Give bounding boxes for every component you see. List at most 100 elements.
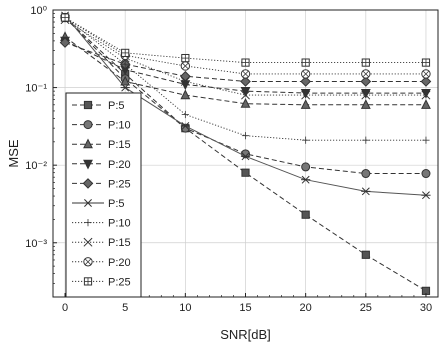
data-point — [361, 169, 371, 179]
data-point — [361, 69, 371, 79]
data-point — [361, 250, 370, 259]
legend-entry: P:25 — [72, 276, 131, 288]
x-tick-label: 0 — [62, 302, 68, 314]
data-point — [181, 53, 190, 63]
data-point — [240, 69, 251, 79]
data-point — [181, 110, 189, 119]
legend-label: P:5 — [108, 100, 125, 112]
data-point — [241, 90, 250, 100]
data-point — [361, 187, 371, 196]
x-tick-label: 25 — [360, 302, 372, 314]
data-point — [362, 136, 370, 144]
y-tick-label: 10⁻¹ — [25, 83, 47, 95]
x-axis-title: SNR[dB] — [220, 327, 271, 342]
data-point — [421, 88, 431, 99]
legend-entry: P:10 — [72, 120, 131, 132]
data-point — [300, 76, 311, 87]
legend-marker — [83, 257, 93, 267]
series-6 — [61, 13, 430, 144]
data-point — [302, 136, 310, 144]
data-point — [241, 58, 250, 67]
data-point — [301, 175, 311, 184]
legend-marker — [83, 199, 93, 207]
data-point — [59, 37, 71, 48]
x-tick-label: 15 — [239, 302, 251, 314]
legend-entry: P:10 — [72, 218, 131, 230]
data-point — [240, 76, 251, 87]
data-point — [421, 90, 431, 100]
y-tick-label: 10⁻² — [25, 160, 47, 172]
y-tick-label: 10⁰ — [30, 5, 47, 17]
data-point — [300, 69, 311, 79]
data-point — [301, 90, 311, 100]
legend-entry: P:15 — [72, 138, 131, 151]
data-point — [180, 122, 190, 130]
series-9 — [60, 13, 431, 67]
data-point — [301, 162, 311, 172]
data-point — [421, 99, 431, 109]
legend-label: P:20 — [108, 257, 131, 269]
legend-label: P:15 — [108, 237, 131, 249]
legend: P:5 P:10 P:15 P:20 P:25 P:5 P:10 P:15 P:20 P:25 — [65, 92, 142, 298]
data-point — [421, 69, 431, 79]
data-point — [240, 87, 251, 97]
data-point — [360, 76, 372, 87]
data-point — [421, 58, 431, 67]
data-point — [240, 152, 251, 161]
legend-marker — [83, 237, 93, 247]
legend-entry: P:25 — [72, 178, 131, 190]
data-point — [120, 75, 131, 86]
legend-entry: P:15 — [72, 237, 131, 249]
data-point — [301, 58, 310, 67]
legend-entry: P:5 — [72, 198, 125, 210]
legend-label: P:10 — [108, 120, 131, 132]
data-point — [120, 83, 130, 92]
series-5 — [60, 11, 431, 200]
legend-marker — [84, 219, 92, 227]
legend-label: P:20 — [108, 159, 131, 171]
legend-marker — [83, 138, 93, 149]
legend-box — [65, 92, 142, 298]
legend-label: P:25 — [108, 178, 131, 190]
data-point — [361, 90, 371, 100]
legend-label: P:15 — [108, 139, 131, 151]
x-tick-label: 30 — [420, 302, 432, 314]
data-point — [60, 13, 70, 22]
data-point — [121, 60, 129, 68]
data-point — [180, 61, 191, 71]
legend-marker — [83, 277, 93, 286]
data-point — [241, 168, 250, 177]
data-point — [421, 169, 431, 179]
legend-label: P:25 — [108, 276, 131, 288]
x-tick-label: 5 — [122, 302, 128, 314]
legend-marker — [82, 178, 94, 189]
data-point — [301, 210, 310, 219]
data-point — [300, 99, 311, 109]
data-point — [420, 76, 432, 87]
legend-label: P:10 — [108, 218, 131, 230]
data-point — [180, 70, 191, 82]
x-tick-label: 20 — [300, 302, 312, 314]
legend-marker — [83, 120, 93, 130]
data-point — [421, 191, 431, 200]
legend-marker — [83, 159, 93, 170]
y-axis-title: MSE — [6, 139, 21, 168]
y-tick-label: 10⁻³ — [25, 238, 47, 250]
legend-entry: P:20 — [72, 257, 131, 269]
legend-entry: P:5 — [72, 100, 125, 112]
data-point — [180, 89, 191, 100]
x-tick-label: 10 — [179, 302, 191, 314]
data-point — [240, 97, 251, 108]
data-point — [241, 132, 250, 140]
series-4 — [59, 37, 432, 87]
data-point — [180, 76, 190, 86]
legend-marker — [83, 100, 93, 110]
data-point — [360, 99, 371, 109]
data-point — [121, 48, 130, 57]
axes: 0 5 10 15 20 25 30 10⁰ 10⁻¹ 10⁻² 10⁻³ SNR[dB] MSE — [6, 5, 439, 342]
data-point — [422, 136, 430, 144]
legend-entry: P:20 — [72, 159, 131, 171]
legend-label: P:5 — [108, 198, 125, 210]
